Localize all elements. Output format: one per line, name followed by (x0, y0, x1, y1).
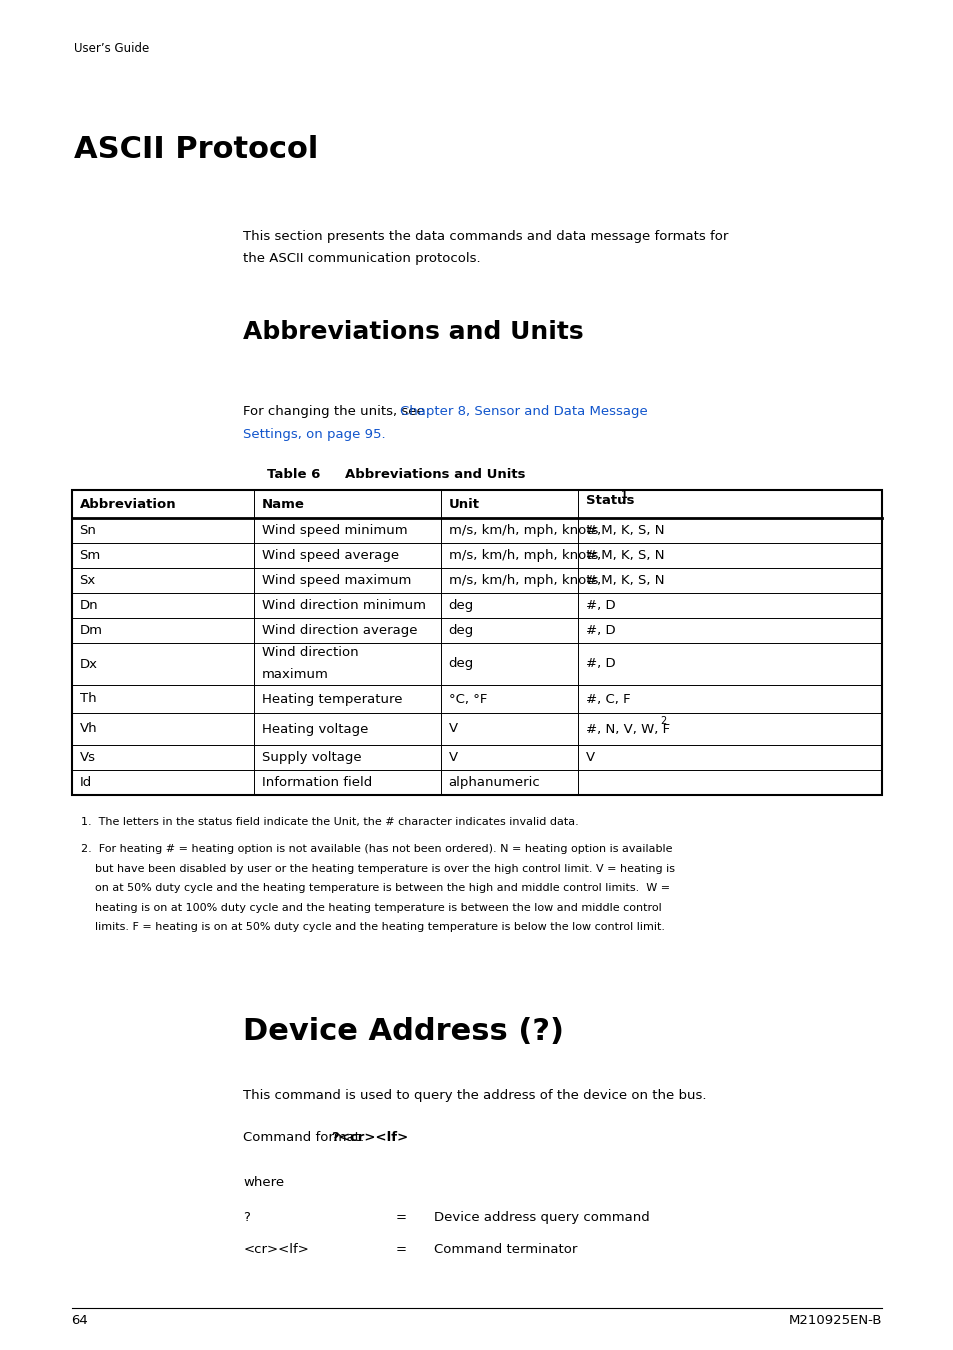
Text: 1.  The letters in the status field indicate the Unit, the # character indicates: 1. The letters in the status field indic… (81, 817, 578, 828)
Text: Name: Name (262, 498, 305, 510)
Text: 64: 64 (71, 1314, 89, 1327)
Text: Table 6: Table 6 (267, 468, 320, 481)
Text: Dn: Dn (79, 599, 98, 612)
Text: V: V (448, 751, 457, 764)
Text: 1: 1 (620, 490, 627, 500)
Bar (71, 490, 882, 795)
Text: the ASCII communication protocols.: the ASCII communication protocols. (243, 252, 480, 265)
Text: Command terminator: Command terminator (434, 1243, 577, 1256)
Text: This section presents the data commands and data message formats for: This section presents the data commands … (243, 230, 728, 243)
Text: V: V (448, 722, 457, 736)
Text: Th: Th (79, 693, 96, 706)
Text: =: = (395, 1211, 407, 1224)
Text: #, C, F: #, C, F (586, 693, 630, 706)
Text: Device Address (?): Device Address (?) (243, 1017, 563, 1046)
Text: #, N, V, W, F: #, N, V, W, F (586, 722, 670, 736)
Text: Sm: Sm (79, 549, 101, 562)
Text: °C, °F: °C, °F (448, 693, 486, 706)
Text: Settings, on page 95.: Settings, on page 95. (243, 428, 386, 441)
Text: m/s, km/h, mph, knots: m/s, km/h, mph, knots (448, 549, 598, 562)
Text: #, D: #, D (586, 624, 616, 637)
Text: deg: deg (448, 624, 474, 637)
Text: Heating voltage: Heating voltage (262, 722, 368, 736)
Text: User’s Guide: User’s Guide (74, 42, 150, 55)
Text: #,M, K, S, N: #,M, K, S, N (586, 574, 664, 587)
Text: Sn: Sn (79, 524, 96, 537)
Text: heating is on at 100% duty cycle and the heating temperature is between the low : heating is on at 100% duty cycle and the… (81, 903, 661, 913)
Text: Wind speed minimum: Wind speed minimum (262, 524, 407, 537)
Text: M210925EN-B: M210925EN-B (788, 1314, 882, 1327)
Text: #,M, K, S, N: #,M, K, S, N (586, 524, 664, 537)
Text: Wind speed average: Wind speed average (262, 549, 398, 562)
Text: Dx: Dx (79, 657, 97, 671)
Text: Unit: Unit (448, 498, 479, 510)
Text: m/s, km/h, mph, knots: m/s, km/h, mph, knots (448, 524, 598, 537)
Text: Supply voltage: Supply voltage (262, 751, 361, 764)
Text: Command format:: Command format: (243, 1131, 369, 1143)
Text: Abbreviations and Units: Abbreviations and Units (243, 320, 583, 344)
Text: <cr><lf>: <cr><lf> (243, 1243, 309, 1256)
Text: Id: Id (79, 776, 91, 788)
Text: ?: ? (243, 1211, 250, 1224)
Text: Sx: Sx (79, 574, 95, 587)
Text: #, D: #, D (586, 657, 616, 671)
Text: =: = (395, 1243, 407, 1256)
Text: Dm: Dm (79, 624, 102, 637)
Text: Information field: Information field (262, 776, 372, 788)
Text: maximum: maximum (262, 668, 329, 682)
Text: alphanumeric: alphanumeric (448, 776, 539, 788)
Text: This command is used to query the address of the device on the bus.: This command is used to query the addres… (243, 1089, 706, 1102)
Text: Abbreviations and Units: Abbreviations and Units (308, 468, 525, 481)
Text: Abbreviation: Abbreviation (79, 498, 176, 510)
Text: but have been disabled by user or the heating temperature is over the high contr: but have been disabled by user or the he… (81, 864, 675, 873)
Text: Vs: Vs (79, 751, 95, 764)
Text: m/s, km/h, mph, knots: m/s, km/h, mph, knots (448, 574, 598, 587)
Text: For changing the units, see: For changing the units, see (243, 405, 429, 418)
Text: #, D: #, D (586, 599, 616, 612)
Text: Wind direction average: Wind direction average (262, 624, 417, 637)
Text: where: where (243, 1176, 284, 1189)
Text: 2: 2 (659, 716, 666, 726)
Text: #,M, K, S, N: #,M, K, S, N (586, 549, 664, 562)
Text: V: V (586, 751, 595, 764)
Text: ASCII Protocol: ASCII Protocol (74, 135, 318, 163)
Text: Heating temperature: Heating temperature (262, 693, 402, 706)
Text: on at 50% duty cycle and the heating temperature is between the high and middle : on at 50% duty cycle and the heating tem… (81, 883, 670, 894)
Text: Status: Status (586, 494, 634, 508)
Text: limits. F = heating is on at 50% duty cycle and the heating temperature is below: limits. F = heating is on at 50% duty cy… (81, 922, 664, 933)
Text: ?<cr><lf>: ?<cr><lf> (331, 1131, 408, 1143)
Text: 2.  For heating # = heating option is not available (has not been ordered). N = : 2. For heating # = heating option is not… (81, 844, 672, 855)
Text: Wind direction: Wind direction (262, 647, 358, 660)
Text: deg: deg (448, 599, 474, 612)
Text: Chapter 8, Sensor and Data Message: Chapter 8, Sensor and Data Message (399, 405, 647, 418)
Text: Vh: Vh (79, 722, 97, 736)
Text: Wind direction minimum: Wind direction minimum (262, 599, 426, 612)
Text: Wind speed maximum: Wind speed maximum (262, 574, 411, 587)
Text: deg: deg (448, 657, 474, 671)
Text: Device address query command: Device address query command (434, 1211, 649, 1224)
